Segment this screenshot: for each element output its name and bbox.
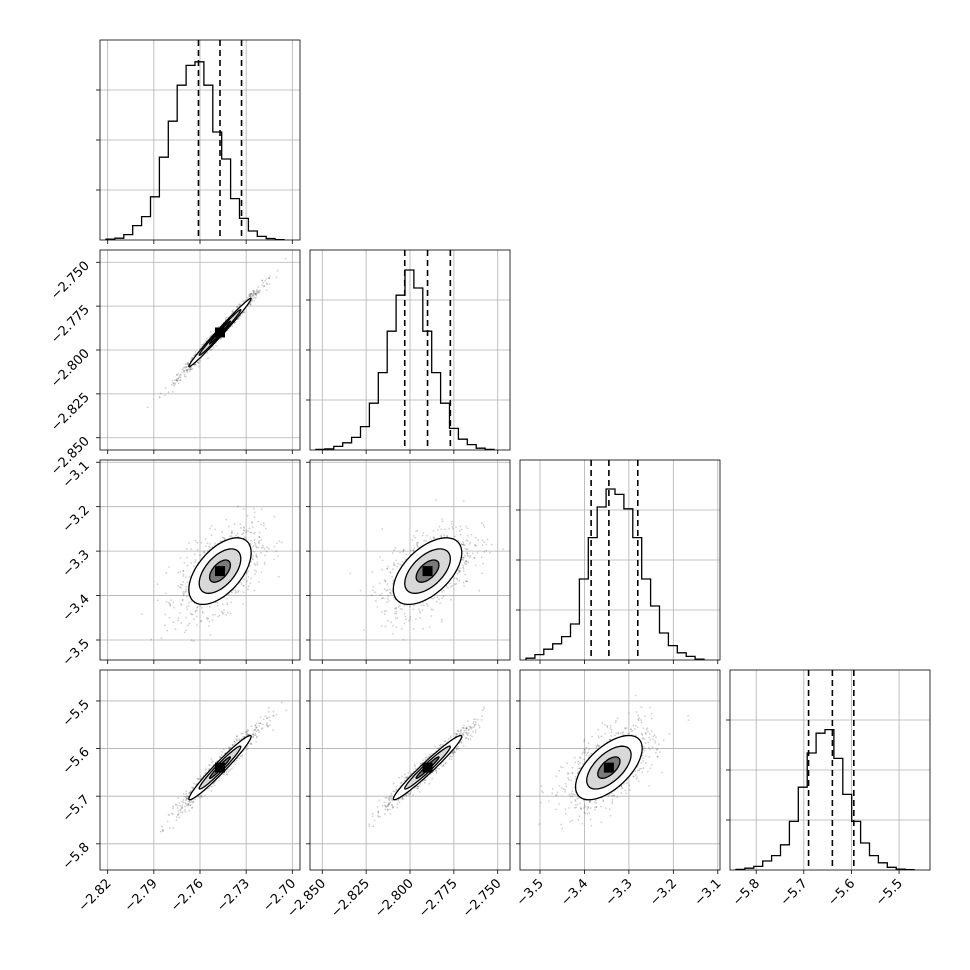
x-tick-label: −2.750 <box>460 876 505 921</box>
x-tick-label: −2.775 <box>416 876 461 921</box>
y-tick-label: −5.7 <box>60 792 93 825</box>
x-tick-label: −2.825 <box>328 876 373 921</box>
panel-3-0: −2.82 −2.79 −2.76 −2.73 −2.70−5.8−5.7−5.6−5.… <box>60 669 301 915</box>
x-tick-label: −2.79 <box>122 876 161 915</box>
panel-1-0: −2.850−2.825−2.800−2.775−2.750 <box>48 249 301 479</box>
density-peak <box>422 566 433 577</box>
y-tick-label: −2.825 <box>48 390 93 435</box>
density-peak <box>422 762 433 773</box>
panel-3-2: −3.5 −3.4 −3.3 −3.2 −3.1 <box>514 669 725 909</box>
x-tick-label: −3.2 <box>647 876 680 909</box>
panel-frame <box>519 669 721 871</box>
contours <box>188 734 252 801</box>
density-peak <box>215 327 225 338</box>
x-tick-label: −5.7 <box>778 876 811 909</box>
histogram-step <box>105 61 285 240</box>
density-peak <box>215 762 225 773</box>
y-tick-label: −5.6 <box>60 745 93 778</box>
x-tick-label: −5.5 <box>873 876 906 909</box>
contours <box>188 297 252 368</box>
panel-0-0 <box>96 39 301 244</box>
panel-2-1 <box>306 459 511 664</box>
x-tick-label: −5.8 <box>730 876 763 909</box>
histogram-step <box>735 728 915 870</box>
panel-1-1 <box>306 249 511 454</box>
contours <box>188 537 252 606</box>
y-tick-label: −3.3 <box>60 547 93 580</box>
density-peak <box>215 566 225 577</box>
panel-3-3: −5.8 −5.7 −5.6 −5.5 <box>726 669 931 909</box>
x-tick-label: −3.4 <box>558 876 591 909</box>
x-tick-label: −2.76 <box>168 876 207 915</box>
x-tick-label: −3.3 <box>603 876 636 909</box>
y-tick-label: −3.4 <box>60 592 93 625</box>
x-tick-label: −2.800 <box>372 876 417 921</box>
contours <box>392 734 463 801</box>
y-tick-label: −3.2 <box>60 503 93 536</box>
y-tick-label: −2.800 <box>48 346 93 391</box>
contours <box>574 734 643 801</box>
x-tick-label: −5.6 <box>825 876 858 909</box>
panel-2-0: −3.5−3.4−3.3−3.2−3.1 <box>60 458 301 669</box>
x-tick-label: −3.1 <box>692 876 725 909</box>
y-tick-label: −2.750 <box>48 259 93 304</box>
panel-3-1: −2.850 −2.825 −2.800 −2.775 −2.750 <box>284 669 511 921</box>
y-tick-label: −5.8 <box>60 840 93 873</box>
x-tick-label: −2.82 <box>76 876 115 915</box>
contours <box>392 537 463 606</box>
histogram-step <box>525 488 705 660</box>
y-tick-label: −3.5 <box>60 636 93 669</box>
y-tick-label: −5.5 <box>60 697 93 730</box>
panel-2-2 <box>516 459 721 664</box>
y-tick-label: −2.775 <box>48 302 93 347</box>
x-tick-label: −3.5 <box>514 876 547 909</box>
density-peak <box>603 762 614 773</box>
x-tick-label: −2.73 <box>214 876 253 915</box>
